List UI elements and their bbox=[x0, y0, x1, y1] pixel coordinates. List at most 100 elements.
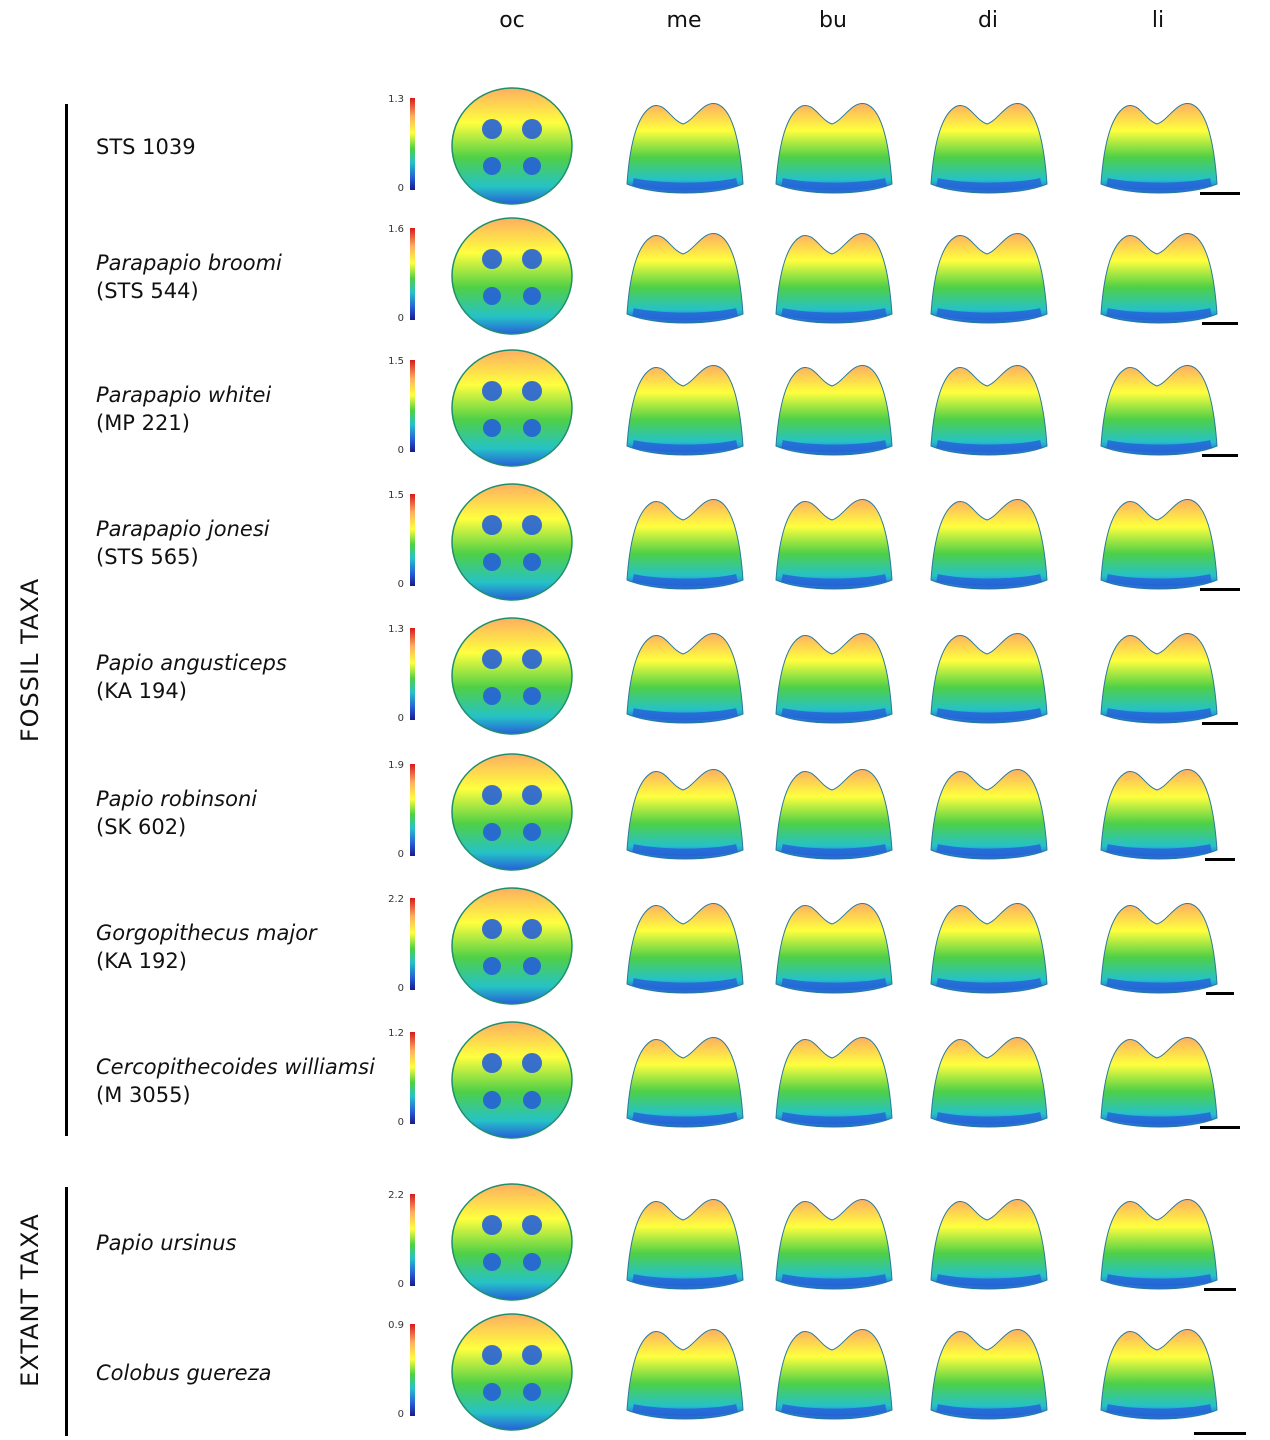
tooth-view-di bbox=[923, 1180, 1053, 1304]
tooth-view-bu bbox=[768, 1310, 898, 1434]
tooth-view-me bbox=[619, 84, 749, 208]
scale-bar bbox=[1206, 992, 1234, 995]
tooth-view-bu bbox=[768, 214, 898, 338]
tooth-view-li bbox=[1093, 346, 1223, 470]
specimen-row: Papio angusticeps (KA 194) 1.3 0 bbox=[0, 610, 1270, 744]
taxon-name: Colobus guereza bbox=[96, 1361, 272, 1385]
scale-min-label: 0 bbox=[397, 1279, 404, 1290]
tooth-view-di bbox=[923, 884, 1053, 1008]
tooth-view-li bbox=[1093, 1180, 1223, 1304]
taxon-name: Parapapio jonesi bbox=[96, 517, 270, 541]
scale-max-label: 2.2 bbox=[388, 894, 404, 905]
specimen-row: STS 1039 1.3 0 bbox=[0, 80, 1270, 214]
specimen-row: Gorgopithecus major (KA 192) 2.2 0 bbox=[0, 880, 1270, 1014]
scale-gradient bbox=[410, 764, 415, 856]
scale-min-label: 0 bbox=[397, 983, 404, 994]
column-header-bu: bu bbox=[819, 8, 847, 33]
tooth-view-oc bbox=[447, 84, 577, 208]
taxon-name: Parapapio broomi bbox=[96, 251, 282, 275]
specimen-code: (KA 192) bbox=[96, 949, 187, 973]
specimen-row: Papio ursinus 2.2 0 bbox=[0, 1176, 1270, 1310]
column-header-me: me bbox=[666, 8, 702, 33]
scale-max-label: 0.9 bbox=[388, 1320, 404, 1331]
tooth-view-di bbox=[923, 214, 1053, 338]
specimen-label: STS 1039 bbox=[96, 133, 196, 161]
specimen-code: (SK 602) bbox=[96, 815, 187, 839]
tooth-view-li bbox=[1093, 214, 1223, 338]
scale-gradient bbox=[410, 98, 415, 190]
fossil-group-bar bbox=[65, 104, 68, 1136]
tooth-view-di bbox=[923, 346, 1053, 470]
tooth-view-di bbox=[923, 1310, 1053, 1434]
specimen-row: Cercopithecoides williamsi (M 3055) 1.2 0 bbox=[0, 1014, 1270, 1148]
tooth-view-bu bbox=[768, 884, 898, 1008]
tooth-view-oc bbox=[447, 1180, 577, 1304]
scale-bar bbox=[1204, 1288, 1236, 1291]
scale-max-label: 1.5 bbox=[388, 490, 404, 501]
scale-min-label: 0 bbox=[397, 1409, 404, 1420]
specimen-row: Parapapio broomi (STS 544) 1.6 0 bbox=[0, 210, 1270, 344]
specimen-code: (STS 544) bbox=[96, 279, 199, 303]
taxon-name: Parapapio whitei bbox=[96, 383, 272, 407]
scale-bar bbox=[1202, 322, 1238, 325]
scale-gradient bbox=[410, 628, 415, 720]
tooth-view-bu bbox=[768, 1018, 898, 1142]
specimen-label: Cercopithecoides williamsi (M 3055) bbox=[96, 1053, 375, 1109]
scale-bar bbox=[1202, 722, 1238, 725]
taxon-name: Cercopithecoides williamsi bbox=[96, 1055, 375, 1079]
tooth-view-di bbox=[923, 614, 1053, 738]
tooth-view-li bbox=[1093, 614, 1223, 738]
scale-max-label: 1.5 bbox=[388, 356, 404, 367]
tooth-view-bu bbox=[768, 480, 898, 604]
tooth-view-oc bbox=[447, 750, 577, 874]
tooth-view-me bbox=[619, 480, 749, 604]
scale-bar bbox=[1194, 1432, 1246, 1435]
specimen-row: Parapapio jonesi (STS 565) 1.5 0 bbox=[0, 476, 1270, 610]
scale-min-label: 0 bbox=[397, 1117, 404, 1128]
taxon-name: Papio angusticeps bbox=[96, 651, 287, 675]
specimen-row: Papio robinsoni (SK 602) 1.9 0 bbox=[0, 746, 1270, 880]
tooth-view-di bbox=[923, 1018, 1053, 1142]
specimen-code: (M 3055) bbox=[96, 1083, 191, 1107]
specimen-code: (KA 194) bbox=[96, 679, 187, 703]
tooth-view-me bbox=[619, 214, 749, 338]
tooth-view-me bbox=[619, 346, 749, 470]
tooth-view-li bbox=[1093, 1018, 1223, 1142]
specimen-label: Gorgopithecus major (KA 192) bbox=[96, 919, 317, 975]
scale-min-label: 0 bbox=[397, 183, 404, 194]
extant-group-bar bbox=[65, 1187, 68, 1436]
tooth-view-me bbox=[619, 1310, 749, 1434]
tooth-view-oc bbox=[447, 884, 577, 1008]
tooth-view-me bbox=[619, 750, 749, 874]
tooth-view-li bbox=[1093, 480, 1223, 604]
taxon-name: Papio ursinus bbox=[96, 1231, 237, 1255]
tooth-view-di bbox=[923, 84, 1053, 208]
scale-max-label: 1.6 bbox=[388, 224, 404, 235]
tooth-view-oc bbox=[447, 346, 577, 470]
specimen-label: Papio angusticeps (KA 194) bbox=[96, 649, 287, 705]
scale-bar bbox=[1202, 454, 1238, 457]
scale-min-label: 0 bbox=[397, 445, 404, 456]
specimen-code: (STS 565) bbox=[96, 545, 199, 569]
column-header-di: di bbox=[977, 8, 999, 33]
specimen-code: STS 1039 bbox=[96, 135, 196, 159]
scale-min-label: 0 bbox=[397, 579, 404, 590]
scale-min-label: 0 bbox=[397, 713, 404, 724]
tooth-view-bu bbox=[768, 750, 898, 874]
scale-gradient bbox=[410, 494, 415, 586]
taxon-name: Papio robinsoni bbox=[96, 787, 258, 811]
scale-bar bbox=[1200, 1126, 1240, 1129]
scale-max-label: 1.2 bbox=[388, 1028, 404, 1039]
tooth-view-me bbox=[619, 1018, 749, 1142]
scale-gradient bbox=[410, 360, 415, 452]
tooth-view-me bbox=[619, 884, 749, 1008]
specimen-label: Papio robinsoni (SK 602) bbox=[96, 785, 257, 841]
tooth-view-oc bbox=[447, 1310, 577, 1434]
scale-gradient bbox=[410, 1324, 415, 1416]
specimen-label: Parapapio broomi (STS 544) bbox=[96, 249, 282, 305]
tooth-view-me bbox=[619, 1180, 749, 1304]
specimen-label: Parapapio whitei (MP 221) bbox=[96, 381, 271, 437]
tooth-view-me bbox=[619, 614, 749, 738]
tooth-view-oc bbox=[447, 214, 577, 338]
specimen-code: (MP 221) bbox=[96, 411, 190, 435]
